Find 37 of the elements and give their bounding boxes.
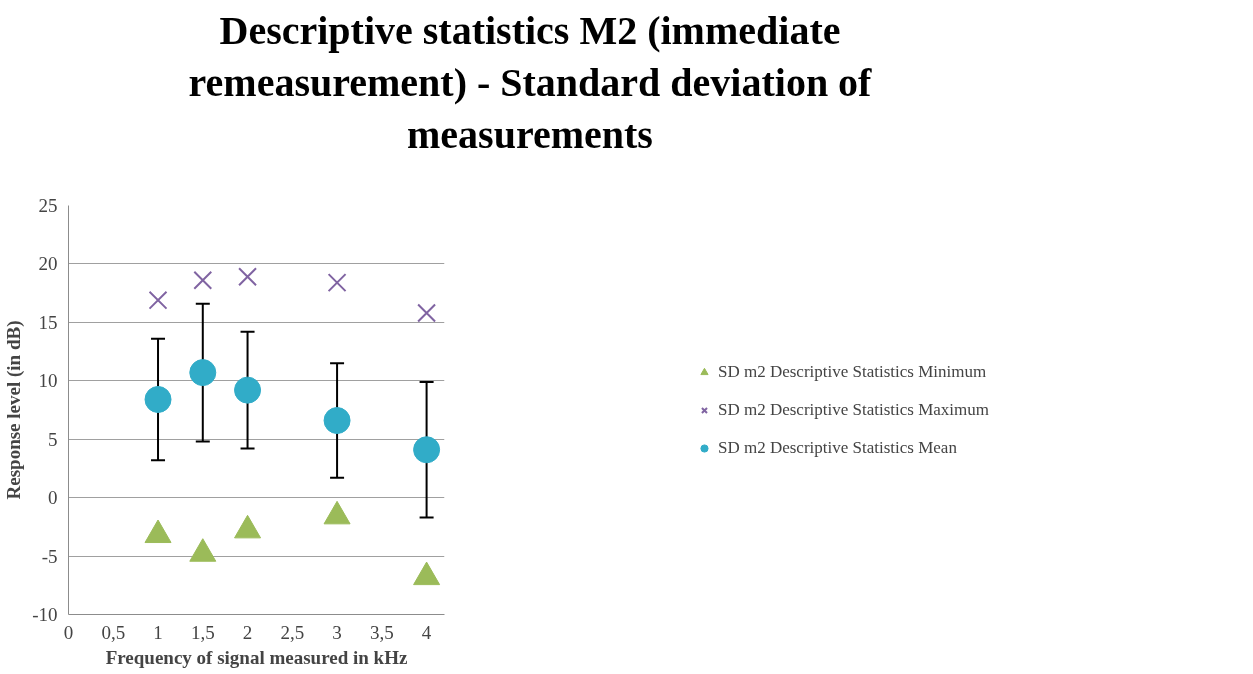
point xyxy=(144,386,172,413)
x-tick-label: 0 xyxy=(63,621,74,643)
point xyxy=(148,290,168,310)
x-tick-label: 3 xyxy=(332,621,342,643)
legend-label: SD m2 Descriptive Statistics Maximum xyxy=(717,399,990,420)
y-tick-label: -5 xyxy=(41,545,58,567)
point xyxy=(323,407,351,434)
point xyxy=(234,376,262,404)
x-tick-label: 2 xyxy=(242,621,253,643)
x-tick-label: 1 xyxy=(153,621,163,643)
x-axis-title: Frequency of signal measured in kHz xyxy=(105,646,408,668)
point xyxy=(238,267,258,287)
y-tick-label: 20 xyxy=(38,253,58,275)
x-tick-label: 4 xyxy=(421,621,432,643)
y-tick-label: 0 xyxy=(48,487,58,509)
point xyxy=(417,303,437,323)
y-axis-title: Response level (in dB) xyxy=(3,320,26,500)
point xyxy=(327,273,347,293)
point xyxy=(193,270,213,290)
point xyxy=(189,359,217,387)
x-tick-label: 0,5 xyxy=(101,621,126,643)
point xyxy=(413,561,441,586)
x-tick-label: 1,5 xyxy=(190,621,215,643)
point xyxy=(144,519,172,544)
y-tick-label: 10 xyxy=(38,370,58,392)
x-tick-label: 2,5 xyxy=(280,621,305,643)
x-tick-label: 3,5 xyxy=(369,621,394,643)
y-tick-label: 15 xyxy=(38,311,58,333)
text: Descriptive statistics M2 (immediate remeasurement) - Standard deviation of measurements xyxy=(188,7,872,159)
legend-label: SD m2 Descriptive Statistics Mean xyxy=(717,437,957,458)
y-tick-label: 25 xyxy=(38,195,58,216)
y-tick-label: 5 xyxy=(48,428,58,450)
point xyxy=(323,500,351,525)
point xyxy=(189,538,217,562)
y-tick-label: -10 xyxy=(32,604,58,625)
point xyxy=(234,514,262,539)
legend-label: SD m2 Descriptive Statistics Minimum xyxy=(717,361,987,382)
